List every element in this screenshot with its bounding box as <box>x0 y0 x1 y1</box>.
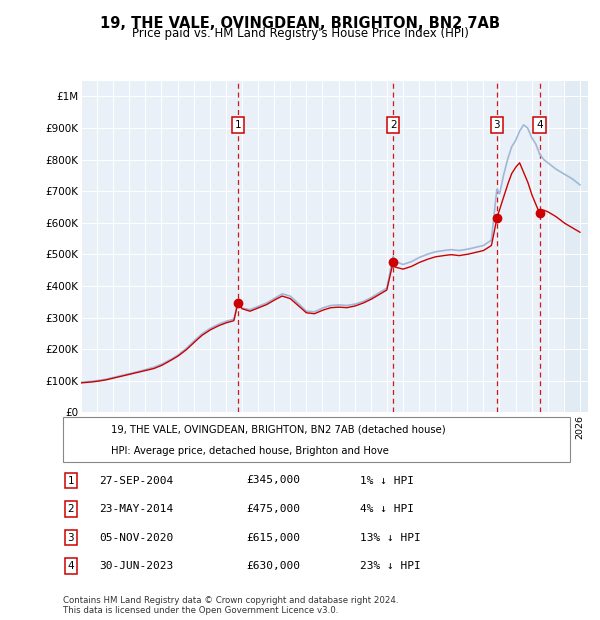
Text: 4% ↓ HPI: 4% ↓ HPI <box>360 504 414 514</box>
Text: 3: 3 <box>67 533 74 542</box>
Text: £615,000: £615,000 <box>246 533 300 542</box>
Text: 1% ↓ HPI: 1% ↓ HPI <box>360 476 414 485</box>
Text: 3: 3 <box>494 120 500 130</box>
Text: 19, THE VALE, OVINGDEAN, BRIGHTON, BN2 7AB: 19, THE VALE, OVINGDEAN, BRIGHTON, BN2 7… <box>100 16 500 30</box>
Text: 1: 1 <box>67 476 74 485</box>
Text: 2: 2 <box>390 120 397 130</box>
Text: 1: 1 <box>235 120 241 130</box>
Text: 2: 2 <box>67 504 74 514</box>
Text: £345,000: £345,000 <box>246 476 300 485</box>
Text: 23-MAY-2014: 23-MAY-2014 <box>99 504 173 514</box>
Text: £630,000: £630,000 <box>246 561 300 571</box>
Text: 4: 4 <box>536 120 543 130</box>
Text: 13% ↓ HPI: 13% ↓ HPI <box>360 533 421 542</box>
Text: 27-SEP-2004: 27-SEP-2004 <box>99 476 173 485</box>
Text: 30-JUN-2023: 30-JUN-2023 <box>99 561 173 571</box>
Text: 19, THE VALE, OVINGDEAN, BRIGHTON, BN2 7AB (detached house): 19, THE VALE, OVINGDEAN, BRIGHTON, BN2 7… <box>111 425 446 435</box>
Bar <box>564 81 588 412</box>
Text: Price paid vs. HM Land Registry's House Price Index (HPI): Price paid vs. HM Land Registry's House … <box>131 27 469 40</box>
Text: HPI: Average price, detached house, Brighton and Hove: HPI: Average price, detached house, Brig… <box>111 446 389 456</box>
Text: 23% ↓ HPI: 23% ↓ HPI <box>360 561 421 571</box>
Text: £475,000: £475,000 <box>246 504 300 514</box>
Text: Contains HM Land Registry data © Crown copyright and database right 2024.
This d: Contains HM Land Registry data © Crown c… <box>63 596 398 615</box>
Text: 4: 4 <box>67 561 74 571</box>
Bar <box>564 81 588 412</box>
Text: 05-NOV-2020: 05-NOV-2020 <box>99 533 173 542</box>
